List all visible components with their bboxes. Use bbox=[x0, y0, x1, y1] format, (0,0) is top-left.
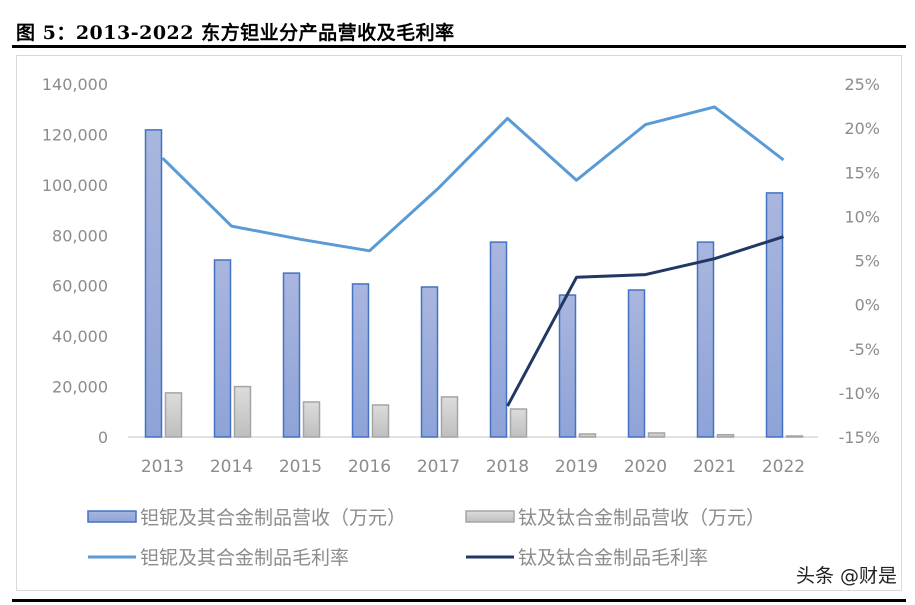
legend-label: 钛及钛合金制品营收（万元） bbox=[518, 507, 765, 529]
left-tick-label: 140,000 bbox=[42, 75, 108, 94]
tantalum-revenue-bar bbox=[420, 286, 439, 438]
titanium-revenue-bar bbox=[716, 433, 735, 438]
right-tick-label: 0% bbox=[855, 296, 880, 315]
legend-item: 钛及钛合金制品毛利率 bbox=[466, 547, 708, 569]
left-tick-label: 20,000 bbox=[52, 378, 108, 397]
titanium-revenue-bar bbox=[440, 396, 459, 438]
left-tick-label: 100,000 bbox=[42, 176, 108, 195]
titanium-revenue-bar bbox=[164, 392, 183, 438]
bar-series bbox=[144, 129, 804, 438]
x-tick-label: 2017 bbox=[417, 457, 460, 477]
figure-title: 图 5：2013-2022 东方钽业分产品营收及毛利率 bbox=[16, 22, 455, 44]
legend-item: 钽铌及其合金制品营收（万元） bbox=[87, 507, 406, 529]
titanium-revenue-bar bbox=[578, 433, 597, 438]
right-tick-label: 20% bbox=[844, 119, 880, 138]
x-tick-label: 2022 bbox=[762, 457, 805, 477]
right-tick-label: -5% bbox=[849, 340, 880, 359]
x-tick-label: 2020 bbox=[624, 457, 667, 477]
legend-bar-swatch bbox=[465, 510, 515, 523]
title-rule bbox=[12, 45, 906, 48]
right-tick-label: 15% bbox=[844, 163, 880, 182]
bottom-rule bbox=[12, 599, 906, 602]
legend-item: 钽铌及其合金制品毛利率 bbox=[88, 547, 349, 569]
legend-label: 钛及钛合金制品毛利率 bbox=[518, 547, 708, 569]
tantalum-revenue-bar bbox=[351, 283, 370, 438]
legend: 钽铌及其合金制品营收（万元） 钛及钛合金制品营收（万元） 钽铌及其合金制品毛利率 钛及… bbox=[87, 507, 765, 569]
x-tick-label: 2013 bbox=[141, 457, 184, 477]
tantalum-revenue-bar bbox=[144, 129, 163, 438]
x-tick-label: 2018 bbox=[486, 457, 529, 477]
titanium-revenue-bar bbox=[233, 385, 252, 438]
line-series bbox=[161, 105, 785, 407]
legend-label: 钽铌及其合金制品毛利率 bbox=[140, 547, 349, 569]
right-tick-label: 10% bbox=[844, 207, 880, 226]
x-tick-label: 2019 bbox=[555, 457, 598, 477]
titanium-revenue-bar bbox=[371, 404, 390, 438]
watermark: 头条 @财是 bbox=[795, 565, 897, 587]
left-tick-label: 0 bbox=[98, 428, 108, 447]
tantalum-revenue-bar bbox=[696, 241, 715, 438]
legend-label: 钽铌及其合金制品营收（万元） bbox=[140, 507, 406, 529]
chart-frame bbox=[16, 55, 902, 591]
titanium-revenue-bar bbox=[785, 435, 804, 438]
x-tick-label: 2014 bbox=[210, 457, 253, 477]
tantalum-margin-line bbox=[161, 105, 785, 253]
left-tick-label: 40,000 bbox=[52, 327, 108, 346]
titanium-revenue-bar bbox=[509, 408, 528, 438]
left-y-axis: 140,000 120,000 100,000 80,000 60,000 40,000 2… bbox=[42, 75, 108, 447]
titanium-margin-line bbox=[506, 235, 784, 407]
titanium-revenue-bar bbox=[647, 432, 666, 438]
x-axis: 2013 2014 2015 2016 2017 2018 2019 2020 2021 2022 bbox=[141, 457, 805, 477]
tantalum-revenue-bar bbox=[489, 241, 508, 438]
right-tick-label: 25% bbox=[844, 75, 880, 94]
tantalum-revenue-bar bbox=[558, 294, 577, 438]
right-tick-label: 5% bbox=[855, 252, 880, 271]
right-y-axis: 25% 20% 15% 10% 5% 0% -5% -10% -15% bbox=[839, 75, 880, 447]
right-tick-label: -15% bbox=[839, 428, 880, 447]
titanium-revenue-bar bbox=[302, 401, 321, 438]
left-tick-label: 80,000 bbox=[52, 226, 108, 245]
left-tick-label: 120,000 bbox=[42, 125, 108, 144]
x-tick-label: 2015 bbox=[279, 457, 322, 477]
tantalum-revenue-bar bbox=[282, 272, 301, 438]
legend-item: 钛及钛合金制品营收（万元） bbox=[465, 507, 765, 529]
x-tick-label: 2016 bbox=[348, 457, 391, 477]
right-tick-label: -10% bbox=[839, 384, 880, 403]
tantalum-revenue-bar bbox=[213, 259, 232, 438]
x-tick-label: 2021 bbox=[693, 457, 736, 477]
left-tick-label: 60,000 bbox=[52, 277, 108, 296]
tantalum-revenue-bar bbox=[627, 289, 646, 438]
tantalum-revenue-bar bbox=[765, 192, 784, 438]
legend-bar-swatch bbox=[87, 510, 137, 523]
